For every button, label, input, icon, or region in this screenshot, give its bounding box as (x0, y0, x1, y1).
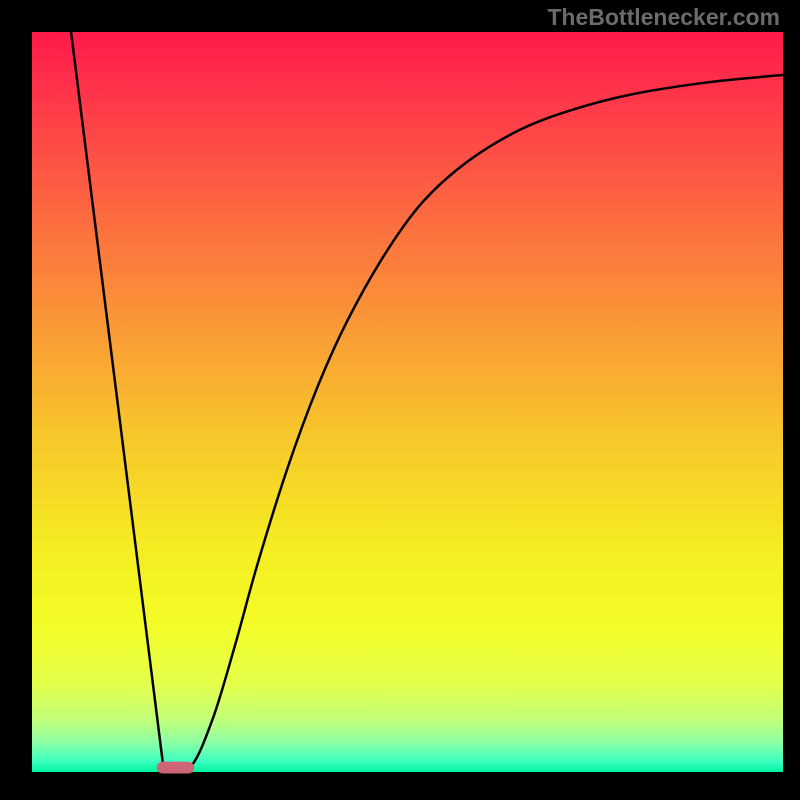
optimal-marker (157, 762, 195, 774)
watermark-text: TheBottlenecker.com (547, 4, 780, 31)
chart-svg (0, 0, 800, 800)
chart-container: { "chart": { "type": "line", "canvas": {… (0, 0, 800, 800)
bottleneck-curve (71, 32, 783, 771)
